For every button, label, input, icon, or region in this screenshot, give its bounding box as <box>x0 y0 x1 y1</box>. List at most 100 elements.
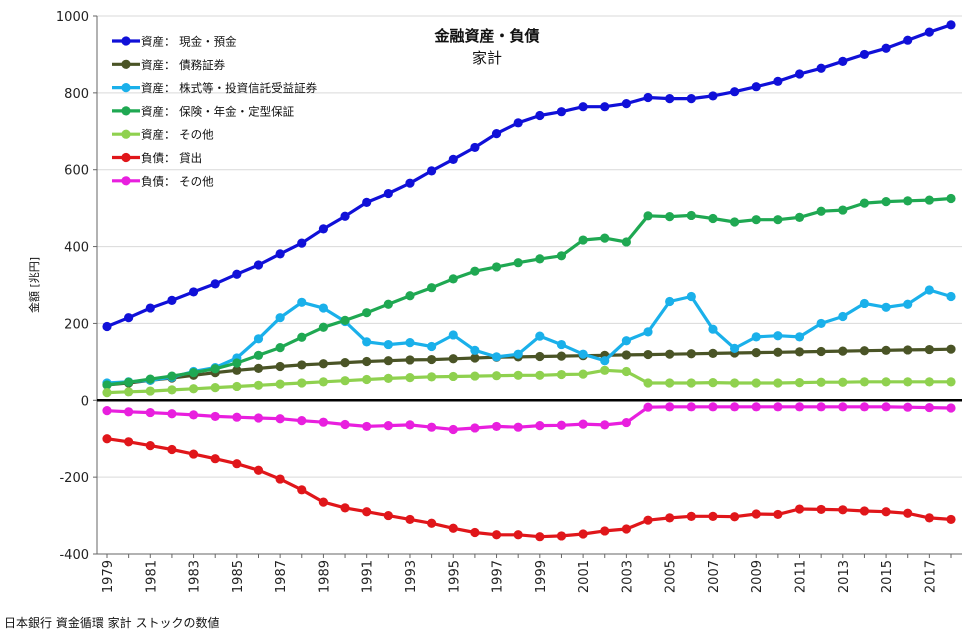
data-point <box>253 465 264 475</box>
data-point <box>643 327 653 337</box>
data-point <box>665 378 675 388</box>
data-point <box>383 188 393 199</box>
data-point <box>470 266 480 276</box>
legend-swatch-marker <box>121 59 131 69</box>
legend-entry: 負債： 貸出 <box>112 151 202 165</box>
data-point <box>794 212 805 222</box>
data-point <box>946 344 956 354</box>
data-point <box>708 91 718 101</box>
data-point <box>275 249 285 259</box>
data-point <box>383 373 393 383</box>
data-point <box>318 417 329 427</box>
data-point <box>232 365 242 375</box>
gridlines <box>97 15 962 555</box>
data-point <box>838 205 848 215</box>
data-point <box>491 530 502 540</box>
data-point <box>816 504 826 515</box>
legend-label: 資産： 債務証券 <box>141 58 226 72</box>
data-point <box>124 313 134 323</box>
data-point <box>535 110 545 121</box>
y-tick-label: 400 <box>64 241 89 256</box>
data-point <box>903 196 913 206</box>
data-point <box>665 94 675 104</box>
legend-label: 資産： その他 <box>141 128 214 142</box>
data-point <box>318 303 329 313</box>
data-point <box>470 527 480 538</box>
data-point <box>491 128 502 139</box>
data-point <box>859 198 870 208</box>
series-line <box>106 405 952 432</box>
data-point <box>188 449 199 459</box>
data-point <box>513 258 523 268</box>
data-point <box>600 526 610 536</box>
legend-label: 資産： 株式等・投資信託受益証券 <box>141 81 318 95</box>
data-point <box>773 76 783 86</box>
x-tick-label: 1983 <box>188 560 203 593</box>
data-point <box>318 322 329 332</box>
data-point <box>621 524 631 534</box>
data-point <box>556 107 567 117</box>
data-point <box>297 378 307 388</box>
data-point <box>816 206 826 216</box>
data-point <box>297 332 307 342</box>
data-point <box>535 532 545 542</box>
series-line <box>106 347 952 387</box>
data-point <box>275 343 285 353</box>
data-point <box>167 295 177 305</box>
data-point <box>297 238 307 248</box>
data-point <box>210 411 220 422</box>
y-tick-label: 1000 <box>56 10 89 25</box>
data-point <box>362 421 372 432</box>
data-point <box>362 374 372 385</box>
data-point <box>275 474 285 484</box>
data-point <box>708 213 718 224</box>
legend-swatch-marker <box>121 83 131 93</box>
data-point <box>448 523 458 533</box>
data-point <box>535 421 545 431</box>
data-point <box>708 378 718 388</box>
data-point <box>729 378 740 388</box>
data-point <box>621 336 631 346</box>
data-point <box>124 407 134 417</box>
data-point <box>751 348 761 358</box>
data-point <box>513 349 523 359</box>
data-point <box>665 211 675 222</box>
data-point <box>145 303 155 313</box>
data-point <box>340 315 350 325</box>
data-point <box>102 406 112 416</box>
data-point <box>188 384 199 394</box>
x-tick-label: 2005 <box>664 560 679 593</box>
data-point <box>145 407 155 418</box>
data-point <box>124 377 134 387</box>
data-point <box>405 178 415 188</box>
data-point <box>881 402 891 412</box>
x-tick-label: 2003 <box>620 560 635 593</box>
legend-label: 負債： その他 <box>141 174 214 188</box>
data-point <box>946 514 956 525</box>
data-point <box>686 378 696 388</box>
x-tick-label: 1999 <box>534 560 549 593</box>
data-point <box>102 321 112 332</box>
data-point <box>643 402 653 412</box>
data-point <box>816 63 826 73</box>
data-point <box>383 356 393 366</box>
data-point <box>340 358 350 368</box>
data-point <box>838 402 848 412</box>
x-tick-label: 2001 <box>577 560 592 593</box>
legend-label: 資産： 保険・年金・定型保証 <box>141 104 295 118</box>
data-point <box>124 437 134 447</box>
data-point <box>275 379 285 389</box>
legend-entry: 資産： 保険・年金・定型保証 <box>112 104 295 118</box>
data-point <box>210 364 220 374</box>
data-point <box>578 235 588 245</box>
data-point <box>643 378 653 388</box>
data-point <box>686 511 696 521</box>
legend-swatch-marker <box>121 106 131 116</box>
legend-label: 負債： 貸出 <box>141 151 202 165</box>
data-point <box>167 444 177 455</box>
data-point <box>686 349 696 359</box>
data-point <box>621 99 631 109</box>
data-point <box>383 510 393 521</box>
